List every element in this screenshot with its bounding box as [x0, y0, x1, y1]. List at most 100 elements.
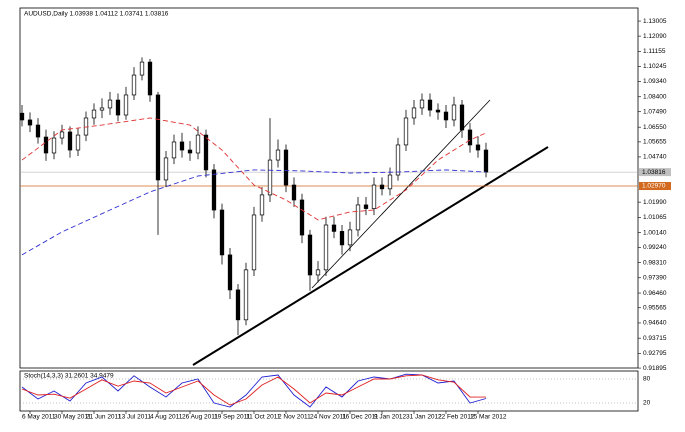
- candle-body: [115, 99, 121, 116]
- y-tick-label: 1.01065: [643, 214, 667, 221]
- candle-body: [131, 74, 137, 96]
- y-tick-label: 0.96460: [643, 290, 667, 297]
- candle-body: [427, 99, 433, 111]
- x-tick-label: 21 Jun 2011: [86, 414, 122, 421]
- candle-body: [355, 204, 361, 231]
- y-tick-label: 1.04740: [643, 154, 667, 161]
- y-tick-label: 1.12090: [643, 33, 667, 40]
- candle-body: [291, 184, 297, 201]
- candle-body: [123, 94, 129, 116]
- stochastic-line: [21, 373, 487, 408]
- indicator-panel: [19, 370, 639, 412]
- x-tick-label: 22 Feb 2012: [438, 414, 475, 421]
- candle-body: [59, 131, 65, 139]
- candle-body: [339, 231, 345, 246]
- candle-body: [467, 129, 473, 146]
- price-level-box: [639, 182, 671, 191]
- x-tick-label: 15 Mar 2012: [470, 414, 507, 421]
- y-tick-label: 0.91895: [643, 365, 667, 372]
- candle-body: [451, 104, 457, 121]
- chart-title: AUDUSD,Daily 1.03938 1.04112 1.03741 1.0…: [24, 11, 169, 18]
- x-tick-label: 9 Jan 2012: [374, 414, 407, 421]
- candle-body: [411, 107, 417, 119]
- y-tick-label: 0.97390: [643, 274, 667, 281]
- y-tick-label: 1.01990: [643, 199, 667, 206]
- y-tick-label: 0.98310: [643, 259, 667, 266]
- y-tick-label: 1.05655: [643, 139, 667, 146]
- x-tick-label: 2 Nov 2011: [278, 414, 311, 421]
- y-tick-label: 0.94640: [643, 320, 667, 327]
- y-tick-label: 0.95565: [643, 304, 667, 311]
- candle-body: [67, 131, 73, 151]
- candle-body: [331, 224, 337, 232]
- x-tick-label: 31 Jan 2012: [406, 414, 442, 421]
- candle-body: [443, 111, 449, 121]
- candle-body: [435, 109, 441, 113]
- y-tick-label: 1.07490: [643, 108, 667, 115]
- candle-body: [19, 112, 25, 121]
- x-tick-label: 24 Nov 2011: [310, 414, 347, 421]
- current-price-box: [639, 168, 671, 177]
- candle-body: [211, 169, 217, 211]
- candle-body: [91, 109, 97, 119]
- candle-body: [251, 214, 257, 271]
- y-tick-label: 0.93715: [643, 335, 667, 342]
- candle-body: [259, 194, 265, 216]
- current-price-label: 1.03816: [642, 169, 666, 176]
- x-tick-label: 30 May 2011: [54, 414, 91, 421]
- y-tick-label: 0.92795: [643, 350, 667, 357]
- moving-average: [21, 169, 487, 256]
- candle-body: [299, 199, 305, 236]
- candle-body: [51, 137, 57, 154]
- y-tick-label: 1.13005: [643, 18, 667, 25]
- candle-body: [195, 134, 201, 154]
- y-tick-label: 1.06550: [643, 124, 667, 131]
- candle-body: [235, 289, 241, 321]
- candle-body: [475, 144, 481, 151]
- candle-body: [403, 117, 409, 146]
- candle-body: [395, 144, 401, 176]
- candle-body: [43, 136, 49, 154]
- candle-body: [323, 224, 329, 271]
- candle-body: [227, 254, 233, 291]
- candle-body: [307, 234, 313, 276]
- candle-body: [275, 149, 281, 161]
- candle-body: [147, 61, 153, 96]
- y-tick-label: 0.99240: [643, 244, 667, 251]
- y-tick-label: 1.09340: [643, 78, 667, 85]
- candle-body: [347, 229, 353, 246]
- y-tick-label: 1.08400: [643, 93, 667, 100]
- candle-body: [203, 134, 209, 171]
- y-tick-label: 1.10245: [643, 63, 667, 70]
- candle-body: [107, 99, 113, 109]
- trend-line-thin: [311, 99, 491, 289]
- candle-body: [99, 107, 105, 111]
- candle-body: [371, 184, 377, 209]
- candle-body: [179, 141, 185, 151]
- candle-body: [243, 269, 249, 321]
- x-tick-label: 13 Jul 2011: [118, 414, 152, 421]
- y-tick-label: 1.11155: [643, 48, 666, 55]
- stochastic-line: [21, 374, 487, 406]
- candle-body: [155, 94, 161, 181]
- x-tick-label: 6 May 2011: [22, 414, 56, 421]
- candle-body: [139, 61, 145, 76]
- x-tick-label: 19 Sep 2011: [214, 414, 251, 421]
- price-level-label: 1.02970: [642, 183, 666, 190]
- candle-body: [219, 209, 225, 256]
- trend-line: [192, 146, 549, 366]
- candle-body: [283, 149, 289, 186]
- candle-body: [483, 149, 489, 173]
- candle-body: [387, 174, 393, 190]
- y-tick-label: 1.00140: [643, 229, 667, 236]
- candle-body: [379, 184, 385, 190]
- x-tick-label: 11 Oct 2011: [246, 414, 281, 421]
- candle-body: [315, 269, 321, 276]
- moving-average: [21, 117, 487, 221]
- candle-body: [187, 149, 193, 154]
- candle-body: [163, 157, 169, 181]
- x-tick-label: 4 Aug 2011: [150, 414, 183, 421]
- candle-body: [27, 119, 33, 126]
